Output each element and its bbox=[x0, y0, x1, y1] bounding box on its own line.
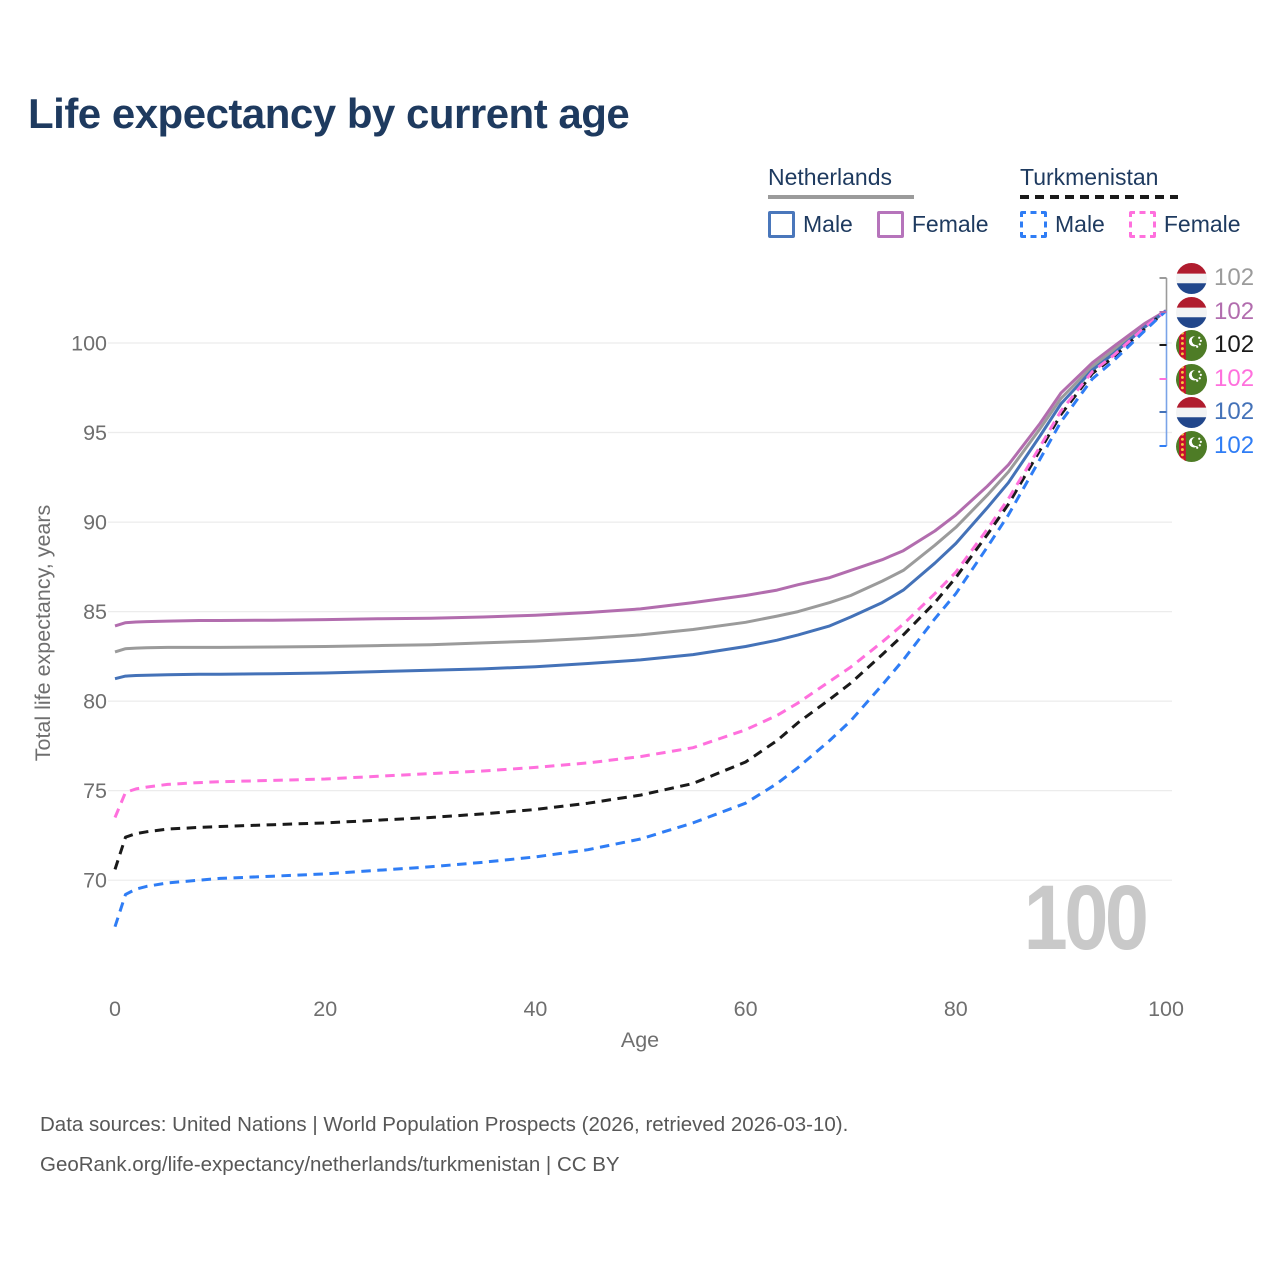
legend-group-netherlands: Netherlands Male Female bbox=[768, 164, 989, 238]
end-label-turkmenistan-female: 102 bbox=[1176, 363, 1254, 395]
series-line-turkmenistan-both bbox=[113, 309, 1167, 870]
series-line-turkmenistan-female bbox=[113, 309, 1167, 819]
y-tick-label-90: 90 bbox=[83, 511, 107, 535]
legend-label-netherlands-female: Female bbox=[911, 211, 989, 237]
netherlands-flag-icon bbox=[1176, 262, 1207, 294]
end-label-netherlands-both: 102 bbox=[1176, 262, 1254, 294]
y-tick-label-80: 80 bbox=[83, 690, 107, 714]
attribution-line: GeoRank.org/life-expectancy/netherlands/… bbox=[40, 1153, 620, 1176]
series-line-turkmenistan-male bbox=[113, 309, 1168, 928]
netherlands-male-swatch bbox=[768, 211, 795, 238]
turkmenistan-flag-icon bbox=[1176, 329, 1207, 361]
y-tick-label-75: 75 bbox=[83, 779, 107, 803]
current-age-watermark: 100 bbox=[1023, 867, 1148, 969]
legend-label-turkmenistan-female: Female bbox=[1163, 211, 1241, 237]
legend-item-netherlands-female[interactable]: Female bbox=[876, 211, 989, 238]
end-label-turkmenistan-male: 102 bbox=[1176, 430, 1254, 462]
end-label-turkmenistan-both: 102 bbox=[1176, 329, 1254, 361]
end-value-turkmenistan-both: 102 bbox=[1214, 331, 1255, 358]
legend-item-turkmenistan-female[interactable]: Female bbox=[1128, 211, 1241, 238]
y-tick-label-95: 95 bbox=[83, 421, 107, 445]
legend-item-netherlands-male[interactable]: Male bbox=[768, 211, 853, 238]
y-tick-label-70: 70 bbox=[83, 869, 107, 893]
x-tick-label-100: 100 bbox=[1148, 997, 1184, 1021]
turkmenistan-linestyle-swatch bbox=[1020, 195, 1178, 199]
netherlands-female-swatch bbox=[876, 211, 904, 238]
end-value-turkmenistan-male: 102 bbox=[1214, 432, 1255, 459]
turkmenistan-flag-icon bbox=[1176, 430, 1207, 462]
legend-label-netherlands-male: Male bbox=[803, 211, 853, 237]
netherlands-linestyle-swatch bbox=[768, 195, 914, 199]
legend-group-turkmenistan: Turkmenistan Male Female bbox=[1020, 164, 1241, 238]
series-line-netherlands-male bbox=[114, 309, 1167, 681]
x-tick-label-40: 40 bbox=[523, 997, 547, 1021]
end-value-netherlands-both: 102 bbox=[1214, 264, 1255, 291]
netherlands-flag-icon bbox=[1176, 396, 1207, 428]
page-title: Life expectancy by current age bbox=[28, 90, 630, 137]
series-line-netherlands-both bbox=[114, 309, 1167, 654]
x-tick-label-80: 80 bbox=[944, 997, 968, 1021]
end-value-netherlands-male: 102 bbox=[1214, 398, 1255, 425]
y-tick-label-100: 100 bbox=[71, 332, 107, 356]
legend-label-turkmenistan-male: Male bbox=[1055, 211, 1105, 237]
x-axis-title: Age bbox=[620, 1028, 660, 1052]
end-label-netherlands-female: 102 bbox=[1176, 296, 1254, 328]
x-tick-label-0: 0 bbox=[109, 997, 121, 1021]
turkmenistan-male-swatch bbox=[1020, 211, 1047, 238]
end-value-turkmenistan-female: 102 bbox=[1214, 365, 1255, 392]
x-tick-label-20: 20 bbox=[313, 997, 337, 1021]
data-sources-line: Data sources: United Nations | World Pop… bbox=[40, 1113, 849, 1136]
legend-item-turkmenistan-male[interactable]: Male bbox=[1020, 211, 1105, 238]
turkmenistan-female-swatch bbox=[1128, 211, 1156, 238]
netherlands-flag-icon bbox=[1176, 296, 1207, 328]
end-label-netherlands-male: 102 bbox=[1176, 396, 1254, 428]
turkmenistan-flag-icon bbox=[1176, 363, 1207, 395]
y-tick-label-85: 85 bbox=[83, 600, 107, 624]
chart-footer: Data sources: United Nations | World Pop… bbox=[40, 1105, 848, 1185]
end-value-netherlands-female: 102 bbox=[1214, 298, 1255, 325]
x-tick-label-60: 60 bbox=[734, 997, 758, 1021]
series-line-netherlands-female bbox=[114, 309, 1167, 628]
legend-title-turkmenistan: Turkmenistan bbox=[1020, 164, 1159, 190]
legend-title-netherlands: Netherlands bbox=[768, 164, 893, 190]
